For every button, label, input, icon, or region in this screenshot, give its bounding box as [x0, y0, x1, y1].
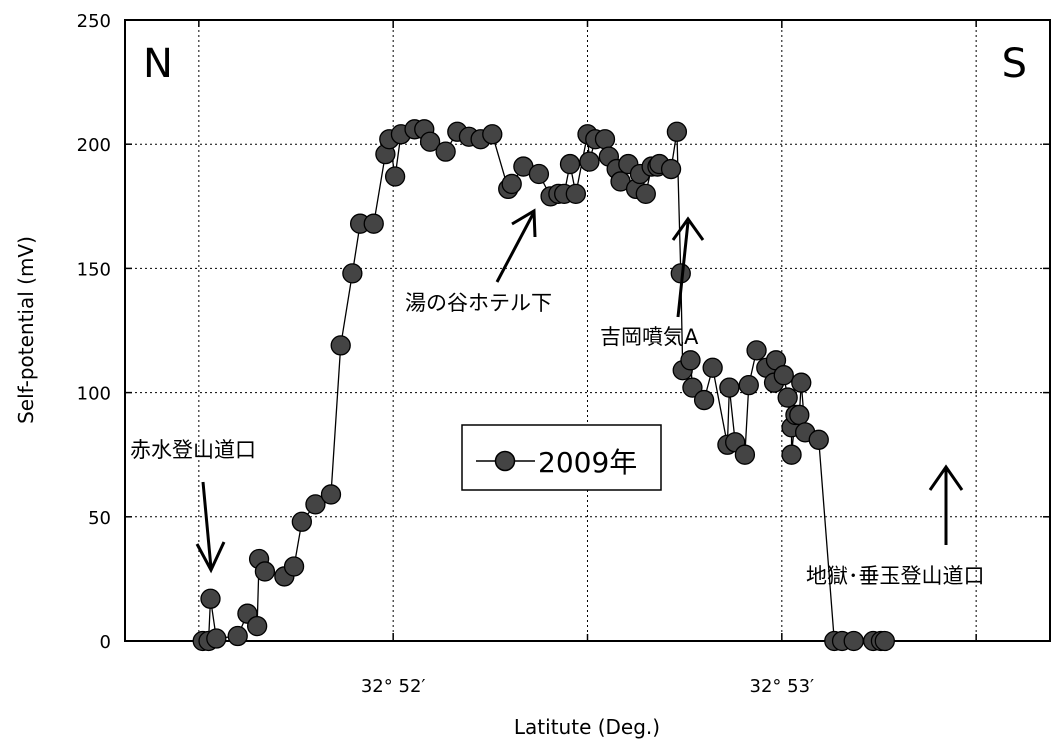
arrow-yoshioka	[676, 221, 690, 318]
south-label: S	[1002, 41, 1027, 87]
data-point	[693, 389, 715, 411]
legend-label: 2009年	[538, 446, 637, 479]
legend: 2009年	[461, 424, 662, 491]
data-point	[874, 630, 895, 652]
data-point	[227, 625, 248, 647]
data-point	[565, 183, 586, 205]
data-point	[528, 163, 550, 185]
data-point	[773, 365, 794, 386]
data-point	[781, 444, 802, 465]
arrow-yunotani-head	[511, 208, 537, 238]
arrow-akamizu-head	[195, 541, 226, 574]
data-point	[330, 335, 351, 356]
data-point	[305, 494, 326, 515]
axis-ticks	[125, 19, 1050, 642]
data-point	[666, 121, 688, 142]
data-point	[419, 131, 441, 152]
arrow-yunotani	[495, 213, 535, 283]
y-tick-label: 0	[100, 632, 111, 653]
y-tick-label: 200	[77, 135, 111, 156]
data-point	[635, 183, 656, 205]
legend-marker	[494, 450, 516, 472]
y-tick-label: 150	[77, 259, 111, 280]
annotation-arrows	[195, 208, 964, 574]
arrow-jigoku-head	[928, 464, 964, 491]
y-tick-labels: 0 50 100 150 200 250	[77, 11, 111, 653]
y-tick-label: 50	[88, 508, 111, 529]
data-point	[843, 630, 864, 652]
data-point	[738, 374, 759, 396]
data-point	[435, 141, 456, 162]
data-point	[206, 628, 227, 649]
x-axis-title: Latitute (Deg.)	[514, 715, 660, 739]
data-point	[291, 511, 312, 532]
y-tick-label: 100	[77, 384, 111, 405]
data-point	[680, 350, 701, 371]
x-tick-label: 32° 52′	[361, 676, 426, 697]
data-point	[719, 377, 740, 398]
data-point	[682, 377, 703, 398]
data-point	[660, 158, 682, 180]
data-point	[200, 588, 221, 609]
data-point	[734, 444, 756, 465]
annotation-yunotani: 湯の谷ホテル下	[405, 291, 552, 315]
data-point	[384, 166, 406, 187]
y-tick-label: 250	[77, 11, 111, 32]
annotation-akamizu: 赤水登山道口	[130, 438, 256, 462]
data-point	[808, 429, 829, 450]
grid-lines	[125, 20, 1050, 641]
series-2009	[192, 119, 895, 652]
annotation-jigoku: 地獄･垂玉登山道口	[806, 564, 985, 588]
data-point	[254, 561, 276, 582]
data-point	[283, 556, 305, 577]
data-point	[501, 173, 522, 195]
data-point	[246, 615, 268, 637]
data-point	[702, 357, 723, 378]
data-point	[320, 484, 342, 505]
x-tick-label: 32° 53′	[750, 676, 815, 697]
data-point	[594, 129, 616, 150]
north-label: N	[143, 41, 173, 87]
y-axis-title: Self-potential (mV)	[14, 236, 38, 424]
data-point	[789, 404, 810, 426]
data-point	[579, 151, 600, 172]
data-point	[482, 124, 503, 145]
annotation-yoshioka: 吉岡噴気A	[600, 325, 699, 349]
x-tick-labels: 32° 52′ 32° 53′	[361, 676, 814, 697]
data-point	[777, 387, 798, 408]
data-point	[342, 263, 363, 284]
arrow-akamizu	[201, 481, 213, 569]
data-point	[559, 153, 581, 175]
legend-box	[461, 424, 662, 491]
data-point	[791, 372, 812, 393]
data-point	[363, 213, 384, 234]
arrow-yoshioka-head	[671, 216, 705, 241]
data-point	[746, 340, 767, 361]
